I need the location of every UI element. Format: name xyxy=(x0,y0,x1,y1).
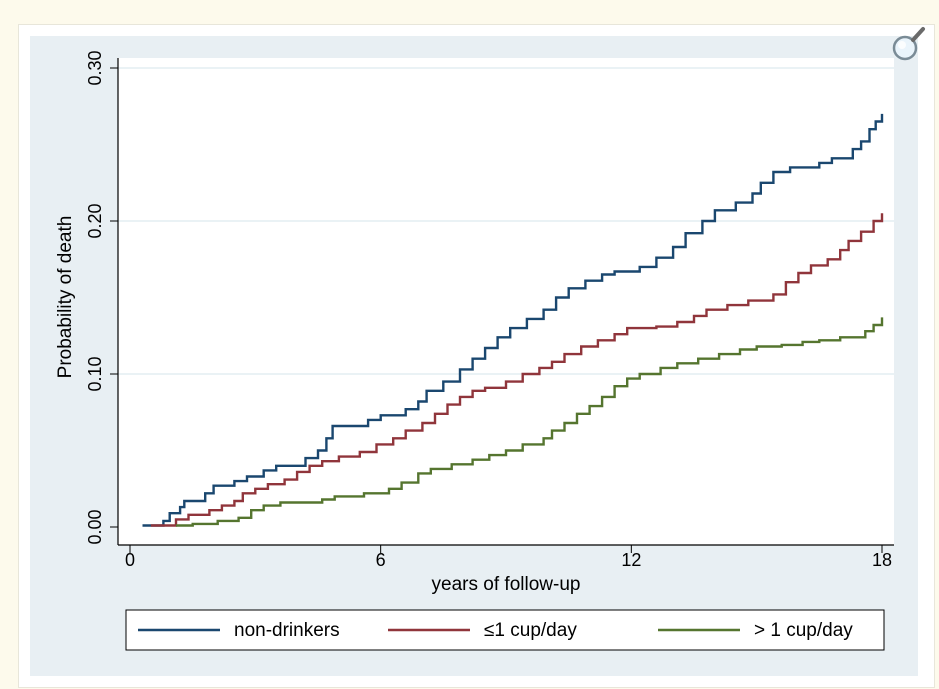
legend: non-drinkers ≤1 cup/day > 1 cup/day xyxy=(138,620,853,641)
grid-lines xyxy=(118,67,894,375)
y-tick-label: 0.00 xyxy=(85,509,105,544)
x-tick-label: 18 xyxy=(872,550,892,570)
y-ticks: 0.00 0.10 0.20 0.30 xyxy=(85,50,118,545)
legend-label-2: ≤1 cup/day xyxy=(484,620,577,641)
legend-label-1: non-drinkers xyxy=(234,620,340,641)
legend-box xyxy=(125,609,885,651)
legend-label-3: > 1 cup/day xyxy=(754,620,853,641)
series-line-2 xyxy=(150,213,884,527)
series-group xyxy=(142,113,884,527)
x-tick-label: 12 xyxy=(621,550,641,570)
y-axis-label: Probability of death xyxy=(55,216,76,379)
y-tick-label: 0.10 xyxy=(85,356,105,391)
x-ticks: 0 6 12 18 xyxy=(125,545,892,570)
x-tick-label: 0 xyxy=(125,550,135,570)
y-tick-label: 0.20 xyxy=(85,203,105,238)
plot-area xyxy=(118,58,894,545)
series-line-3 xyxy=(176,317,884,527)
series-line-1 xyxy=(142,113,884,527)
zoom-button[interactable] xyxy=(885,24,929,68)
x-tick-label: 6 xyxy=(376,550,386,570)
x-axis-label: years of follow-up xyxy=(432,574,581,595)
y-tick-label: 0.30 xyxy=(85,50,105,85)
magnifier-icon xyxy=(892,27,925,61)
